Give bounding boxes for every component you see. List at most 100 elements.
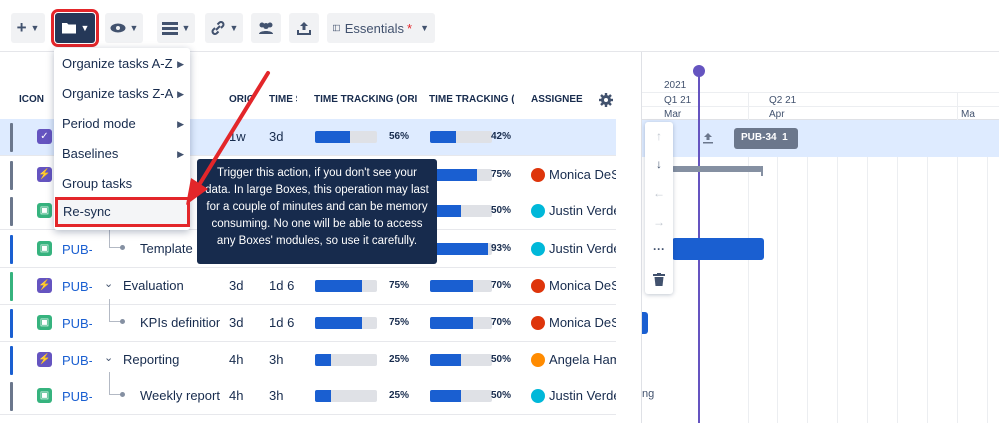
progress-pct-orig: 25% xyxy=(389,354,410,365)
story-icon: ▣ xyxy=(37,315,52,330)
gantt-row-toolbar: ↑ ↓ ← → ··· xyxy=(645,122,673,294)
story-icon: ▣ xyxy=(37,203,52,218)
avatar[interactable] xyxy=(531,204,545,218)
table-row[interactable]: ⚡ PUB- ⌄ Reporting 4h 3h 25% 50% Angela Ham xyxy=(0,342,616,379)
chevron-down-icon[interactable]: ⌄ xyxy=(104,352,114,364)
assignee-name[interactable]: Justin Verde xyxy=(549,388,616,403)
assignee-name[interactable]: Angela Ham xyxy=(549,352,616,367)
gantt-q1: Q1 21 xyxy=(664,95,692,106)
task-icon: ⚡ xyxy=(37,167,52,182)
issue-summary[interactable]: Template xyxy=(140,241,193,256)
menu-item-label: Baselines xyxy=(62,146,119,161)
essentials-dropdown[interactable]: Essentials * ▼ xyxy=(327,13,435,43)
arrow-right-icon[interactable]: → xyxy=(653,215,665,229)
columns-button[interactable]: ▼ xyxy=(157,13,195,43)
menu-item-resync[interactable]: Re-sync xyxy=(55,197,190,227)
export-button[interactable] xyxy=(289,13,319,43)
arrow-up-icon[interactable]: ↑ xyxy=(656,129,662,143)
issue-summary[interactable]: Reporting xyxy=(123,352,180,367)
gantt-task-bar[interactable] xyxy=(642,312,648,334)
gantt-group-bar[interactable] xyxy=(672,166,762,172)
avatar[interactable] xyxy=(531,242,545,256)
issue-key[interactable]: PUB- xyxy=(62,242,92,257)
table-row[interactable]: ▣ PUB- KPIs definition 3d 1d 6 75% 70% Monica D… xyxy=(0,299,616,342)
upload-icon[interactable] xyxy=(702,132,714,144)
gantt-gridline xyxy=(927,120,928,423)
gantt-selected-row xyxy=(642,120,999,157)
time-spent: 3h xyxy=(269,388,284,403)
menu-item-organize-az[interactable]: Organize tasks A-Z ▶ xyxy=(54,49,190,79)
toolbar: + ▼ ▼ ▼ ▼ ▼ Essentials * ▼ xyxy=(0,0,999,52)
tree-line xyxy=(109,299,110,321)
orig-estimate: 1w xyxy=(229,129,246,144)
folder-menu-button[interactable]: ▼ xyxy=(51,9,99,47)
col-time[interactable]: TIME S xyxy=(269,94,297,105)
avatar[interactable] xyxy=(531,389,545,403)
issue-summary[interactable]: Weekly reporti xyxy=(140,388,220,403)
arrow-down-icon[interactable]: ↓ xyxy=(656,157,662,171)
add-button[interactable]: + ▼ xyxy=(11,13,45,43)
chevron-right-icon: ▶ xyxy=(177,149,184,159)
col-tt-s[interactable]: TIME TRACKING (S xyxy=(429,94,514,105)
menu-item-label: Period mode xyxy=(62,116,136,131)
progress-pct-spent: 50% xyxy=(491,390,512,401)
menu-item-group-tasks[interactable]: Group tasks xyxy=(54,169,190,199)
plus-icon: + xyxy=(16,18,27,37)
arrow-left-icon[interactable]: ← xyxy=(653,186,665,200)
progress-bar-orig xyxy=(315,131,377,143)
chevron-down-icon: ▼ xyxy=(181,23,191,33)
progress-pct-orig: 56% xyxy=(389,131,410,142)
avatar[interactable] xyxy=(531,279,545,293)
issue-key[interactable]: PUB- xyxy=(62,353,92,368)
menu-item-organize-za[interactable]: Organize tasks Z-A ▶ xyxy=(54,79,190,109)
row-indicator xyxy=(10,235,13,264)
folder-icon xyxy=(61,23,76,34)
col-orig[interactable]: ORIG xyxy=(229,94,253,105)
chevron-down-icon[interactable]: ⌄ xyxy=(104,278,114,290)
issue-key[interactable]: PUB- xyxy=(62,316,92,331)
link-button[interactable]: ▼ xyxy=(205,13,243,43)
gantt-gridline xyxy=(777,120,778,423)
assignee-name[interactable]: Justin Verde xyxy=(549,203,616,218)
trash-icon[interactable] xyxy=(653,273,665,286)
avatar[interactable] xyxy=(531,316,545,330)
assignee-name[interactable]: Justin Verde xyxy=(549,241,616,256)
row-indicator xyxy=(10,123,13,152)
gantt-group-end xyxy=(761,166,763,176)
issue-summary[interactable]: Evaluation xyxy=(123,278,184,293)
issue-key[interactable]: PUB- xyxy=(62,279,92,294)
table-row[interactable]: ▣ PUB- Weekly reporti 4h 3h 25% 50% Justin Verd… xyxy=(0,372,616,415)
progress-pct-orig: 25% xyxy=(389,390,410,401)
col-tt-orig[interactable]: TIME TRACKING (ORI xyxy=(314,94,418,105)
avatar[interactable] xyxy=(531,353,545,367)
resync-tooltip: Trigger this action, if you don't see yo… xyxy=(197,159,437,264)
organize-menu: Organize tasks A-Z ▶ Organize tasks Z-A ▶ … xyxy=(54,48,190,230)
today-marker[interactable] xyxy=(693,65,705,77)
assignee-name[interactable]: Monica DeS xyxy=(549,278,616,293)
gantt-mar: Mar xyxy=(664,109,682,120)
gantt-gridline xyxy=(897,120,898,423)
people-button[interactable] xyxy=(251,13,281,43)
chevron-down-icon: ▼ xyxy=(229,23,239,33)
link-icon xyxy=(211,21,224,35)
avatar[interactable] xyxy=(531,168,545,182)
menu-item-period-mode[interactable]: Period mode ▶ xyxy=(54,109,190,139)
chevron-right-icon: ▶ xyxy=(177,59,184,69)
gantt-epic-bar[interactable]: PUB-34 1 xyxy=(734,128,798,149)
col-assignee[interactable]: ASSIGNEE xyxy=(531,94,583,105)
row-indicator xyxy=(10,346,13,375)
gantt-task-bar[interactable] xyxy=(672,238,764,260)
menu-item-baselines[interactable]: Baselines ▶ xyxy=(54,139,190,169)
gear-icon[interactable] xyxy=(599,93,613,107)
tree-line xyxy=(109,225,110,247)
progress-bar-orig xyxy=(315,390,377,402)
view-button[interactable]: ▼ xyxy=(105,13,143,43)
issue-summary[interactable]: KPIs definition xyxy=(140,315,220,330)
issue-key[interactable]: PUB- xyxy=(62,389,92,404)
table-row[interactable]: ⚡ PUB- ⌄ Evaluation 3d 1d 6 75% 70% Monica DeS xyxy=(0,268,616,305)
col-icon[interactable]: ICON xyxy=(19,94,44,105)
assignee-name[interactable]: Monica DeS xyxy=(549,167,616,182)
more-icon[interactable]: ··· xyxy=(653,242,665,256)
assignee-name[interactable]: Monica DeS xyxy=(549,315,616,330)
progress-bar-orig xyxy=(315,354,377,366)
